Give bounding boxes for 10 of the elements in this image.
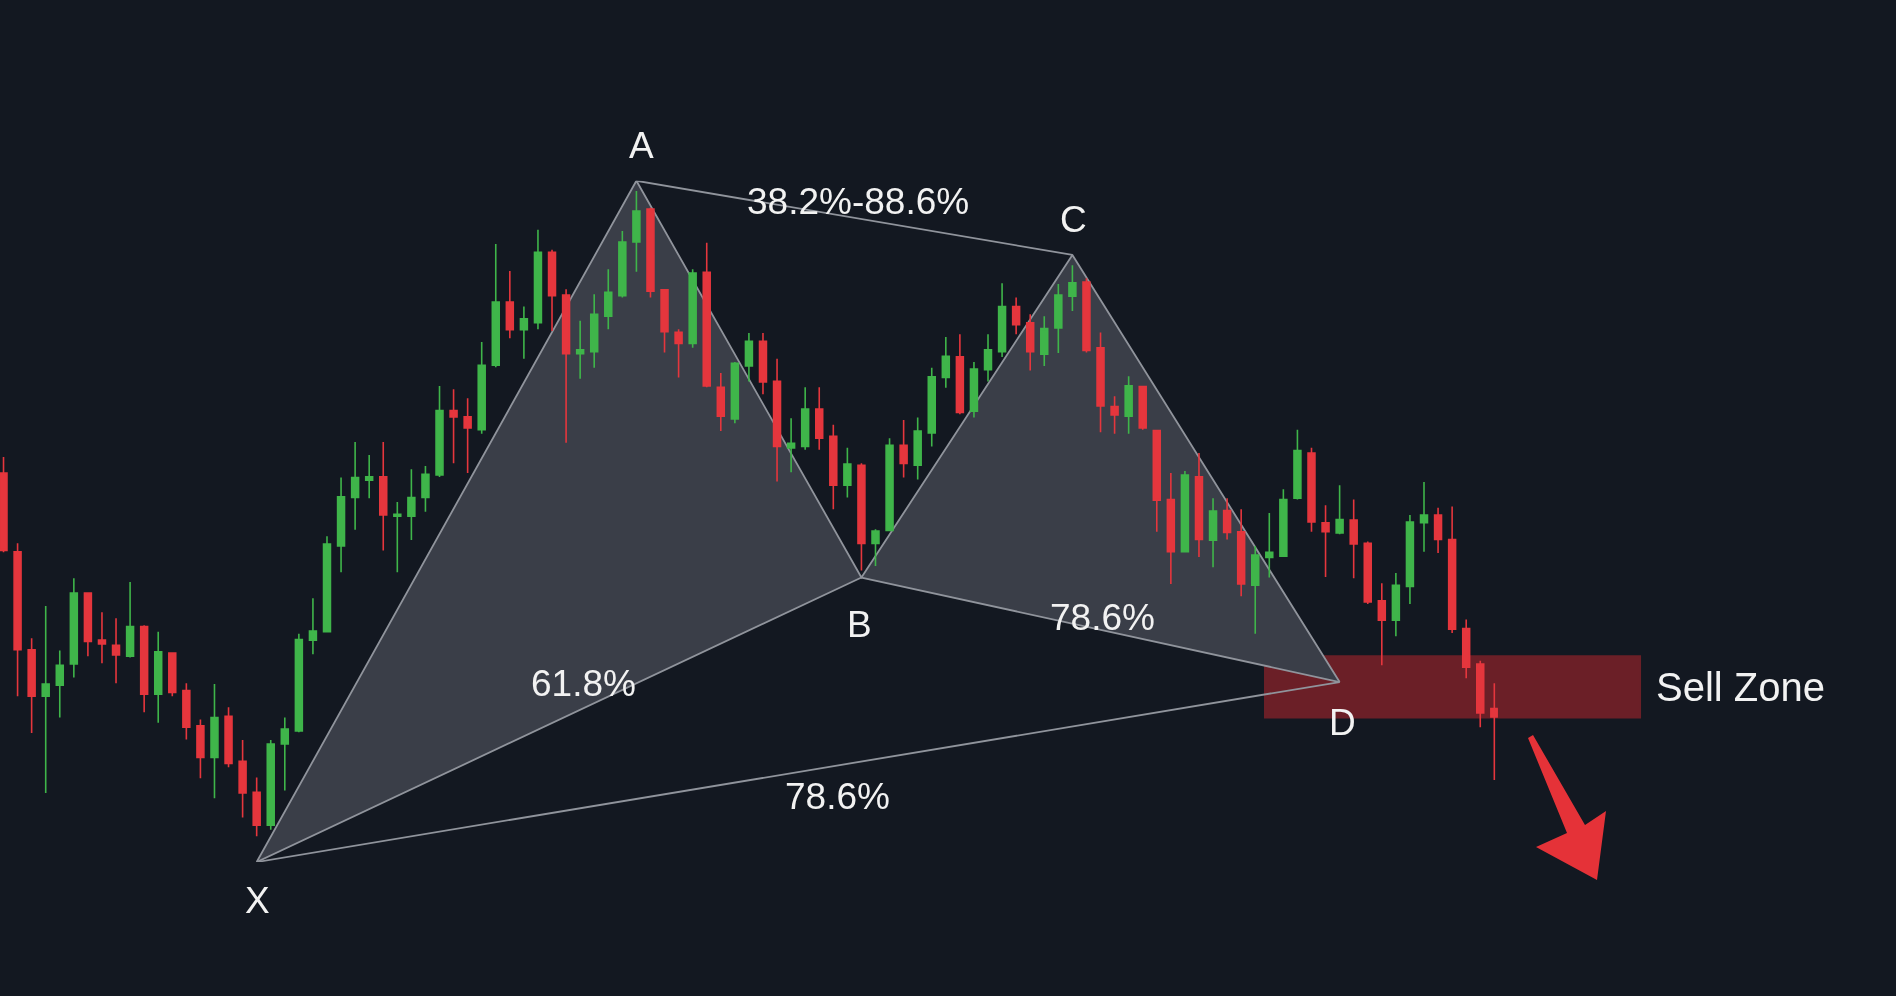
annotation: C xyxy=(1060,199,1087,240)
annotation: 78.6% xyxy=(785,776,890,817)
band-label: Sell Zone xyxy=(1656,665,1825,709)
annotation: D xyxy=(1329,702,1356,743)
annotation: 78.6% xyxy=(1050,597,1155,638)
annotation: B xyxy=(847,604,872,645)
text: X xyxy=(245,880,270,921)
annotation: 38.2%-88.6% xyxy=(747,181,970,222)
text: A xyxy=(629,125,654,166)
annotation: 61.8% xyxy=(531,663,636,704)
